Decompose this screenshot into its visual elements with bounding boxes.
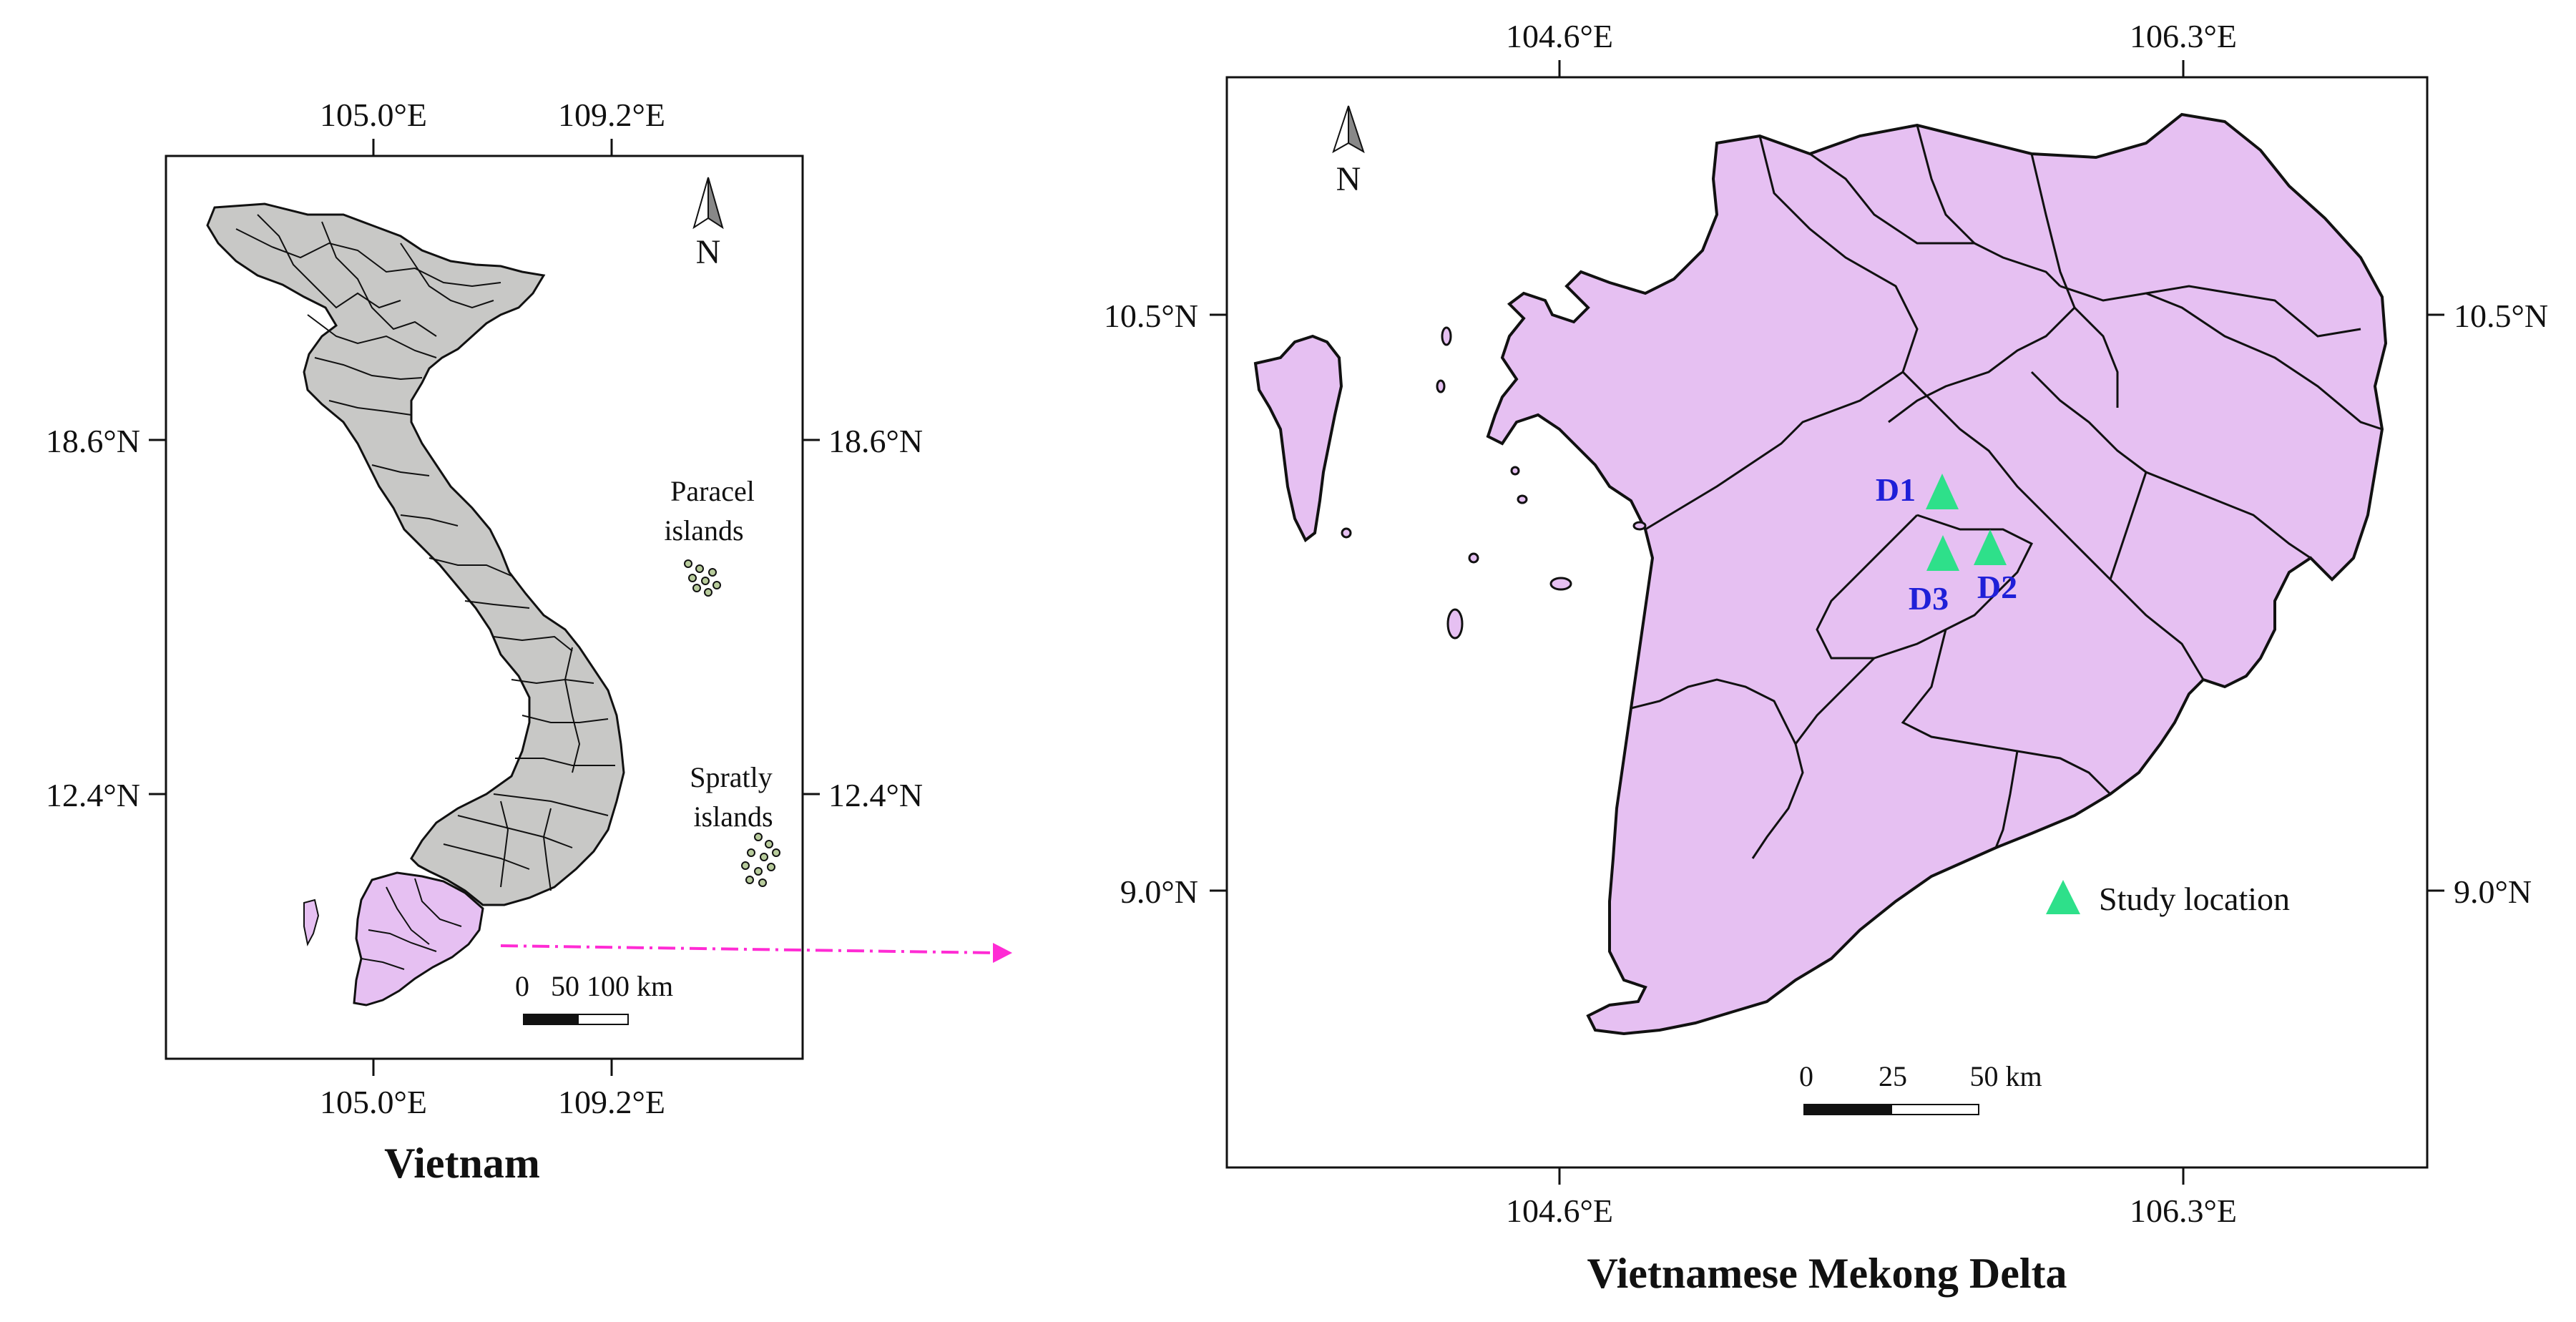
mekong-left-lat-label-2: 9.0°N [1120, 873, 1198, 910]
vietnam-map-ticks [149, 139, 820, 1076]
study-site-d2: D2 [1974, 529, 2017, 605]
paracel-label-line-1: Paracel [670, 475, 755, 507]
vietnam-phu-quoc-island [303, 899, 320, 946]
paracel-islands-dots [684, 559, 721, 597]
mekong-scale-label-50: 50 km [1969, 1060, 2042, 1092]
mekong-top-lon-label-2: 106.3°E [2130, 18, 2237, 54]
vietnam-province-lines [235, 214, 615, 891]
mekong-map-panel: 104.6°E 106.3°E 104.6°E 106.3°E 10.5°N 9… [1104, 18, 2548, 1297]
vietnam-left-lat-label-2: 12.4°N [46, 777, 140, 813]
vietnam-mekong-delta-highlight [353, 871, 484, 1007]
legend-study-location-marker [2046, 880, 2080, 914]
vietnam-left-lat-label-1: 18.6°N [46, 423, 140, 459]
mekong-north-label: N [1336, 160, 1361, 198]
paracel-label-line-2: islands [664, 514, 743, 547]
mekong-left-lat-label-1: 10.5°N [1104, 298, 1198, 334]
mekong-map-ticks [1210, 60, 2444, 1185]
mekong-right-lat-label-2: 9.0°N [2454, 873, 2532, 910]
spratly-islands-dots [741, 833, 780, 887]
vietnam-top-lon-label-1: 105.0°E [320, 97, 427, 133]
study-site-d3-marker [1926, 535, 1959, 571]
vietnam-top-lon-label-2: 109.2°E [558, 97, 665, 133]
vietnam-north-arrow-icon [692, 177, 724, 230]
mekong-legend: Study location [2046, 880, 2290, 917]
mekong-scale-bar [1803, 1104, 1979, 1115]
mekong-north-arrow-icon [1332, 105, 1365, 154]
mekong-province-boundaries [1630, 124, 2383, 859]
vietnam-map-panel: 105.0°E 109.2°E 105.0°E 109.2°E 18.6°N 1… [46, 97, 923, 1187]
mekong-phu-quoc-island [1253, 334, 1343, 543]
mekong-islets [1341, 326, 1647, 640]
vietnam-right-lat-label-1: 18.6°N [828, 423, 923, 459]
mekong-map-title: Vietnamese Mekong Delta [1587, 1250, 2067, 1297]
spratly-label-line-1: Spratly [690, 761, 773, 793]
mekong-top-lon-label-1: 104.6°E [1506, 18, 1613, 54]
study-site-d3-label: D3 [1909, 580, 1949, 617]
vietnam-north-label: N [696, 233, 721, 271]
mekong-bottom-lon-label-2: 106.3°E [2130, 1193, 2237, 1229]
legend-study-location-label: Study location [2099, 881, 2290, 917]
study-site-d2-marker [1974, 529, 2007, 565]
study-site-d1-label: D1 [1876, 471, 1916, 508]
vietnam-map-frame [165, 155, 804, 1060]
mekong-scale-label-0: 0 [1799, 1060, 1813, 1092]
mekong-bottom-lon-label-1: 104.6°E [1506, 1193, 1613, 1229]
mekong-delta-land [1486, 112, 2388, 1036]
vietnam-bottom-lon-label-2: 109.2°E [558, 1084, 665, 1120]
vietnam-country-shape [206, 202, 625, 906]
vietnam-scale-bar [523, 1014, 629, 1025]
study-site-d1: D1 [1876, 471, 1959, 509]
vietnam-right-lat-label-2: 12.4°N [828, 777, 923, 813]
mekong-right-lat-label-1: 10.5°N [2454, 298, 2548, 334]
vietnam-scale-label: 0 50 100 km [515, 970, 673, 1002]
vietnam-bottom-lon-label-1: 105.0°E [320, 1084, 427, 1120]
spratly-label-line-2: islands [693, 800, 773, 833]
mekong-map-frame [1225, 76, 2429, 1169]
vietnam-map-title: Vietnam [384, 1140, 540, 1187]
mekong-scale-label-25: 25 [1879, 1060, 1907, 1092]
study-site-d2-label: D2 [1977, 569, 2017, 605]
vietnam-delta-province-lines [361, 878, 462, 970]
study-site-d1-marker [1926, 474, 1959, 509]
zoom-connector-arrow [500, 943, 1012, 963]
study-site-d3: D3 [1909, 535, 1959, 617]
